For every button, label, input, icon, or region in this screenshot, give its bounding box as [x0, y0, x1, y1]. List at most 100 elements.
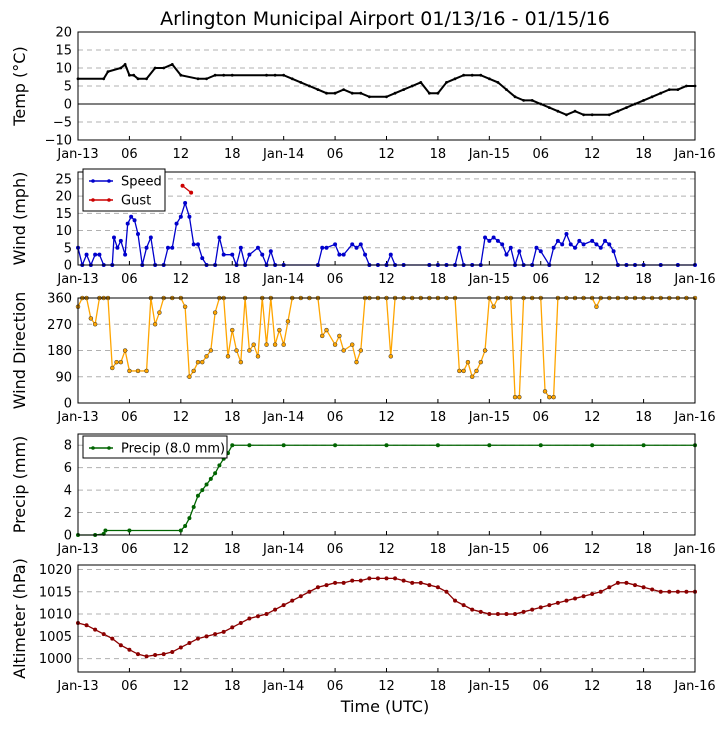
data-point: [298, 594, 303, 599]
data-point: [178, 645, 183, 650]
data-point: [542, 389, 548, 394]
data-point: [170, 649, 175, 654]
data-point: [333, 443, 338, 448]
y-tick-label: 4: [64, 484, 72, 499]
x-tick-label: 18: [430, 272, 447, 287]
data-point: [337, 252, 342, 257]
data-point: [675, 589, 680, 594]
series-line: [77, 200, 695, 268]
data-point: [534, 245, 539, 250]
data-point: [273, 73, 277, 77]
x-tick-label: 06: [327, 542, 344, 557]
series-line: [78, 62, 695, 116]
data-point: [547, 603, 552, 608]
data-point: [453, 77, 457, 81]
data-point: [255, 245, 260, 250]
x-tick-label: 06: [532, 679, 549, 694]
x-tick-label: 18: [430, 410, 447, 425]
x-tick-label: Jan-16: [673, 679, 715, 694]
x-tick-label: Jan-15: [468, 410, 510, 425]
data-point: [444, 589, 449, 594]
data-point: [594, 242, 599, 247]
x-tick-label: 06: [532, 410, 549, 425]
y-tick-label: 360: [47, 292, 72, 307]
data-point: [324, 245, 329, 250]
data-point: [178, 214, 183, 219]
data-point: [247, 348, 252, 353]
data-point: [573, 109, 577, 113]
data-point: [187, 641, 192, 646]
data-point: [402, 88, 406, 91]
data-point: [125, 221, 130, 226]
x-tick-label: 12: [378, 542, 395, 557]
data-point: [183, 524, 188, 529]
data-point: [135, 232, 140, 236]
data-point: [144, 245, 149, 250]
data-point: [247, 443, 252, 448]
data-point: [191, 242, 196, 247]
data-point: [667, 589, 672, 594]
x-tick-label: 06: [532, 272, 549, 287]
y-tick-label: 15: [55, 207, 72, 222]
data-point: [337, 333, 342, 339]
data-point: [170, 63, 174, 66]
data-point: [530, 607, 535, 612]
legend-marker: [91, 179, 95, 183]
data-point: [594, 304, 599, 309]
data-point: [187, 214, 192, 219]
data-point: [213, 632, 218, 637]
data-point: [522, 99, 526, 102]
data-point: [342, 88, 346, 91]
x-tick-label: 06: [327, 679, 344, 694]
legend-label: Speed: [121, 175, 162, 190]
data-point: [659, 91, 663, 95]
data-point: [247, 252, 252, 257]
data-point: [551, 394, 556, 400]
legend-wind: Speed Gust: [82, 168, 166, 212]
y-tick-label: 0: [64, 529, 72, 544]
data-point: [161, 652, 166, 657]
y-tick-label: 10: [55, 224, 72, 239]
data-point: [470, 73, 474, 77]
data-point: [607, 113, 611, 117]
series-precip-8-0-mm-: [76, 443, 697, 537]
x-tick-label: 12: [378, 147, 395, 162]
data-point: [332, 342, 338, 347]
x-tick-label: 18: [224, 679, 241, 694]
x-tick-label: 12: [173, 679, 190, 694]
data-point: [581, 594, 586, 599]
plot-frame: [77, 31, 696, 141]
series-speed: [76, 200, 697, 268]
x-tick-label: 12: [173, 542, 190, 557]
data-point: [487, 443, 492, 448]
data-point: [358, 242, 363, 247]
data-point: [272, 342, 278, 347]
data-point: [590, 591, 595, 596]
data-point: [435, 585, 440, 590]
x-tick-label: 18: [430, 147, 447, 162]
data-point: [204, 482, 209, 487]
data-point: [264, 342, 269, 347]
data-point: [255, 614, 260, 619]
data-point: [504, 612, 509, 617]
data-point: [512, 394, 518, 400]
x-tick-label: 12: [378, 410, 395, 425]
data-point: [590, 113, 594, 117]
figure-title: Arlington Municipal Airport 01/13/16 - 0…: [160, 8, 610, 30]
data-point: [590, 443, 595, 448]
y-tick-label: 180: [47, 344, 72, 359]
data-point: [470, 607, 475, 612]
data-point: [123, 252, 128, 257]
data-point: [607, 585, 612, 590]
data-point: [350, 242, 355, 247]
series-altimeter: [76, 576, 697, 659]
x-tick-label: Jan-13: [56, 679, 98, 694]
data-point: [282, 73, 286, 77]
data-point: [560, 242, 565, 247]
data-point: [119, 66, 123, 70]
data-point: [324, 583, 329, 588]
data-point: [603, 238, 608, 243]
data-point: [221, 629, 226, 634]
